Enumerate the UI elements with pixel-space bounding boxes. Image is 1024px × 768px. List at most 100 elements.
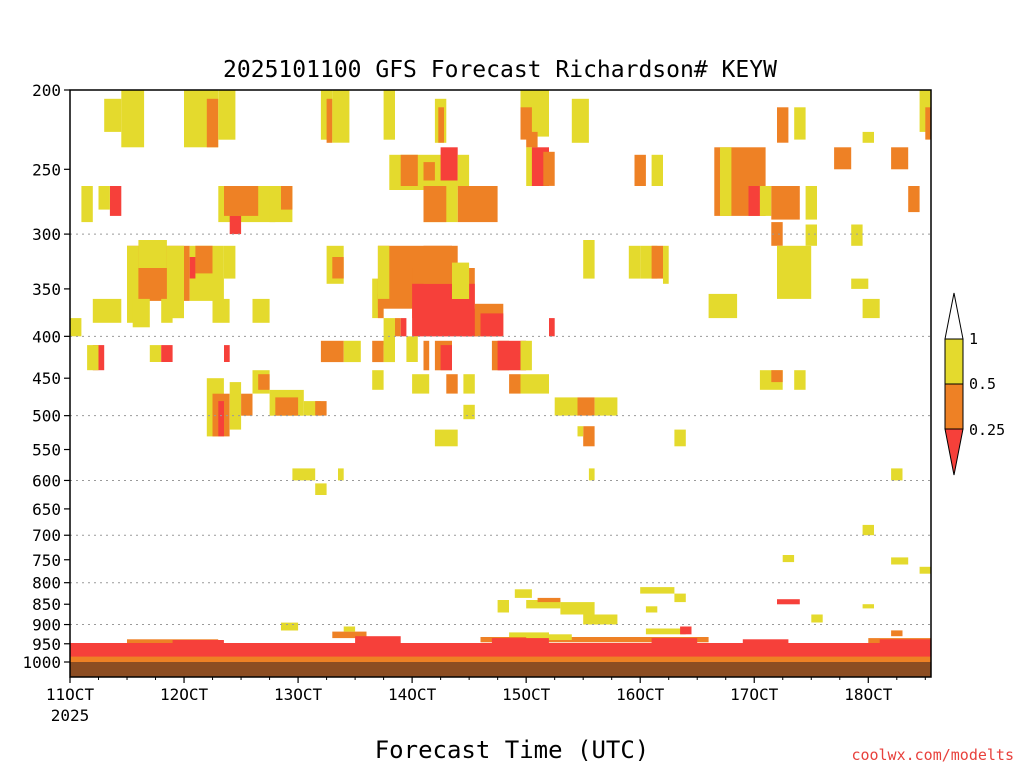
y-tick-label: 550 xyxy=(32,441,61,460)
heatmap-cell-red xyxy=(549,318,555,337)
heatmap-cell-yellow xyxy=(412,374,430,394)
heatmap-cell-yellow xyxy=(588,468,595,481)
heatmap-cell-yellow xyxy=(628,245,641,279)
heatmap-cell-yellow xyxy=(520,340,532,371)
heatmap-cell-yellow xyxy=(70,318,82,337)
heatmap-cell-orange xyxy=(423,186,447,223)
heatmap-cell-yellow xyxy=(594,397,618,416)
heatmap-cell-orange xyxy=(908,186,920,213)
heatmap-cell-orange xyxy=(372,340,384,363)
heatmap-cell-red xyxy=(224,345,230,362)
heatmap-cell-orange xyxy=(509,374,521,394)
heatmap-cell-yellow xyxy=(252,298,270,323)
heatmap-cell-orange xyxy=(332,257,344,279)
heatmap-cell-red xyxy=(400,318,407,337)
y-tick-label: 450 xyxy=(32,369,61,388)
heatmap-cell-red xyxy=(161,345,173,362)
heatmap-cell-red xyxy=(440,147,458,186)
heatmap-cell-yellow xyxy=(851,224,863,246)
y-tick-label: 750 xyxy=(32,551,61,570)
heatmap-cell-yellow xyxy=(452,262,470,299)
heatmap-cell-red xyxy=(651,638,698,644)
heatmap-cell-yellow xyxy=(383,318,395,346)
heatmap-cell-yellow xyxy=(463,404,475,420)
heatmap-cell-yellow xyxy=(891,468,903,481)
heatmap-cell-orange xyxy=(771,186,800,220)
heatmap-cell-orange xyxy=(423,245,452,284)
heatmap-cell-yellow xyxy=(577,426,584,437)
heatmap-cell-orange xyxy=(326,98,333,143)
heatmap-cell-orange xyxy=(400,154,418,186)
heatmap-cell-orange xyxy=(395,318,401,337)
heatmap-cell-yellow xyxy=(520,374,549,394)
heatmap-cell-yellow xyxy=(851,278,869,289)
heatmap-cell-yellow xyxy=(377,245,390,299)
year-label: 2025 xyxy=(51,706,90,725)
legend-swatch-0.25-0.5 xyxy=(944,383,964,430)
heatmap-cell-yellow xyxy=(663,245,669,284)
heatmap-cell-yellow xyxy=(560,602,595,615)
heatmap-cell-yellow xyxy=(372,370,384,390)
heatmap-cell-yellow xyxy=(645,606,658,613)
heatmap-cell-orange xyxy=(332,631,367,639)
heatmap-cell-yellow xyxy=(862,298,880,319)
legend-label: 1 xyxy=(969,330,978,348)
y-axis-ticks: 200 250 300 350 400 450 500 550 600 650 700 750 800 8… xyxy=(22,81,70,672)
heatmap-cell-brown xyxy=(70,662,931,677)
heatmap-cell-yellow xyxy=(212,298,230,323)
heatmap-cell-yellow xyxy=(526,600,561,609)
heatmap-cell-orange xyxy=(275,397,299,416)
y-tick-label: 900 xyxy=(32,616,61,635)
heatmap-cell-orange xyxy=(771,370,783,383)
heatmap-cell-yellow xyxy=(651,154,663,186)
heatmap-cell-red xyxy=(480,313,504,337)
heatmap-cell-yellow xyxy=(794,370,806,390)
heatmap-cell-yellow xyxy=(640,587,675,594)
heatmap-cell-yellow xyxy=(161,298,173,323)
heatmap-cell-yellow xyxy=(343,340,361,363)
legend-swatch-below-0.25 xyxy=(944,428,964,476)
heatmap-cell-orange xyxy=(423,340,430,371)
y-tick-label: 300 xyxy=(32,225,61,244)
legend-swatch-above-1 xyxy=(944,292,964,340)
heatmap-cell-yellow xyxy=(434,429,458,447)
heatmap-cell-yellow xyxy=(87,345,99,371)
y-tick-label: 1000 xyxy=(22,653,61,672)
heatmap-cell-orange xyxy=(925,107,931,140)
heatmap-cell-yellow xyxy=(224,245,236,279)
heatmap-cell-yellow xyxy=(891,557,909,565)
x-tick-label: 14OCT xyxy=(388,685,437,704)
heatmap-cell-orange xyxy=(520,107,532,140)
heatmap-cell-yellow xyxy=(218,90,236,140)
heatmap-cell-yellow xyxy=(463,374,475,394)
x-tick-label: 17OCT xyxy=(730,685,779,704)
heatmap-cell-red xyxy=(229,215,242,235)
heatmap-cell-yellow xyxy=(332,90,350,143)
heatmap-cell-orange xyxy=(320,340,344,363)
heatmap-cell-orange xyxy=(258,374,270,390)
heatmap-cell-orange xyxy=(281,186,293,210)
heatmap-cell-orange xyxy=(777,107,789,143)
heatmap-cell-red xyxy=(355,636,401,644)
heatmap-cell-yellow xyxy=(92,298,122,323)
y-tick-label: 650 xyxy=(32,500,61,519)
heatmap-cell-red xyxy=(189,257,196,279)
heatmap-cell-orange xyxy=(438,107,444,143)
heatmap-cell-orange xyxy=(446,374,458,394)
heatmap-cell-red xyxy=(172,640,224,646)
heatmap-cell-red xyxy=(218,401,224,437)
heatmap-cell-yellow xyxy=(98,186,110,210)
y-tick-label: 250 xyxy=(32,160,61,179)
heatmap-cell-yellow xyxy=(338,468,344,481)
heatmap-cell-yellow xyxy=(315,483,327,495)
x-axis-ticks: 11OCT 12OCT 13OCT 14OCT 15OCT 16OCT 17OCT 18OCT xyxy=(46,677,926,704)
legend-label: 0.25 xyxy=(969,421,1005,439)
heatmap-cell-yellow xyxy=(497,600,509,613)
x-tick-label: 16OCT xyxy=(616,685,665,704)
heatmap-cell-yellow xyxy=(121,90,145,148)
y-tick-label: 950 xyxy=(32,635,61,654)
x-tick-label: 18OCT xyxy=(844,685,893,704)
heatmap-cell-yellow xyxy=(674,429,686,447)
heatmap-cell-yellow xyxy=(782,555,795,563)
